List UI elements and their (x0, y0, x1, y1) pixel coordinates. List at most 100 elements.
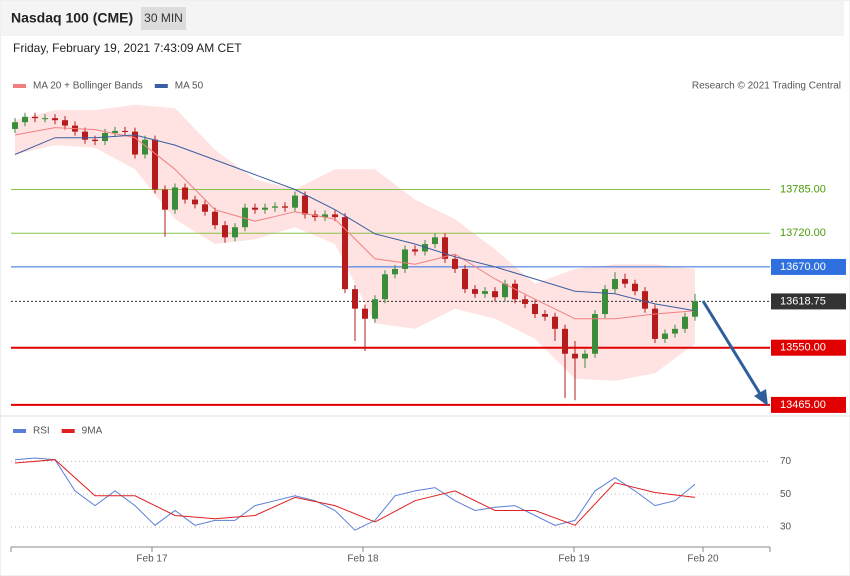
candle-body (672, 328, 678, 334)
candle-body (522, 299, 528, 304)
candle-body (342, 217, 348, 290)
candle-body (452, 258, 458, 269)
y-tick-label: 50 (780, 489, 792, 500)
forecast-arrow (701, 300, 764, 398)
candle-body (472, 289, 478, 294)
level-label: 13670.00 (780, 261, 826, 273)
series-line (14, 127, 696, 320)
legend-swatch (13, 84, 26, 88)
x-tick-label: Feb 19 (558, 554, 590, 565)
candle-body (642, 291, 648, 309)
candle-body (192, 199, 198, 205)
candle-body (482, 291, 488, 294)
candle-body (352, 289, 358, 309)
candle-body (432, 237, 438, 245)
candle-body (532, 303, 538, 315)
level-label: 13550.00 (780, 342, 826, 354)
credit: Research © 2021 Trading Central (692, 81, 841, 92)
candle-body (512, 283, 518, 300)
legend-label: MA 50 (175, 81, 204, 92)
candle-body (112, 130, 118, 133)
candle-body (572, 353, 578, 359)
candle-body (682, 316, 688, 329)
candle-body (622, 279, 628, 284)
candle-body (32, 116, 38, 119)
level-label: 13465.00 (780, 399, 826, 411)
candle-body (442, 237, 448, 259)
candle-body (12, 122, 18, 129)
candle-body (502, 283, 508, 298)
level-box (771, 396, 846, 413)
forecast-arrowhead (754, 389, 768, 406)
interval: 30 MIN (144, 11, 183, 25)
candle-body (292, 195, 298, 208)
candle-body (492, 291, 498, 298)
candle-body (52, 118, 58, 121)
level-box (771, 293, 846, 310)
candle-body (222, 225, 228, 238)
bollinger-band (15, 104, 695, 381)
candle-body (182, 187, 188, 200)
candle-body (262, 207, 268, 210)
candle-body (142, 139, 148, 155)
candle-body (162, 189, 168, 210)
series-line (14, 134, 696, 312)
candle-body (412, 249, 418, 252)
legend-swatch (61, 429, 75, 433)
legend-swatch (154, 84, 168, 88)
candle-body (422, 244, 428, 252)
candle-body (542, 314, 548, 317)
candle-body (362, 308, 368, 319)
candle-body (592, 314, 598, 354)
candle-body (612, 279, 618, 290)
candle-body (552, 316, 558, 329)
candle-body (372, 299, 378, 319)
level-label: 13785.00 (780, 183, 826, 195)
x-tick-label: Feb 20 (687, 554, 719, 565)
candle-body (582, 353, 588, 359)
candle-body (602, 289, 608, 315)
interval-box (141, 7, 186, 30)
title: Nasdaq 100 (CME) (11, 10, 133, 26)
candle-body (462, 268, 468, 290)
candle-body (652, 308, 658, 339)
candle-body (132, 131, 138, 155)
level-label: 13618.75 (780, 295, 826, 307)
y-tick-label: 70 (780, 456, 792, 467)
legend-label: MA 20 + Bollinger Bands (33, 81, 143, 92)
y-tick-label: 30 (780, 522, 792, 533)
candle-body (562, 328, 568, 354)
candle-body (232, 227, 238, 238)
series-line (14, 459, 696, 526)
candle-body (242, 207, 248, 228)
candle-body (402, 249, 408, 269)
legend-label: RSI (33, 426, 50, 437)
candle-body (382, 274, 388, 300)
candle-body (82, 131, 88, 140)
x-tick-label: Feb 18 (347, 554, 379, 565)
candle-body (172, 187, 178, 210)
date: Friday, February 19, 2021 7:43:09 AM CET (13, 41, 242, 55)
legend-swatch (13, 429, 26, 433)
candle-body (62, 120, 68, 126)
candle-body (692, 301, 698, 317)
series-line (14, 457, 696, 531)
candle-body (332, 214, 338, 218)
level-box (771, 258, 846, 275)
candle-body (22, 116, 28, 123)
candle-body (632, 283, 638, 292)
candle-body (282, 206, 288, 208)
candle-body (302, 195, 308, 215)
legend-label: 9MA (82, 426, 103, 437)
candle-body (392, 268, 398, 275)
candle-body (272, 206, 278, 208)
candle-body (122, 130, 128, 132)
level-label: 13720.00 (780, 227, 826, 239)
candle-body (662, 333, 668, 339)
candle-body (252, 207, 258, 210)
candle-body (152, 139, 158, 190)
candle-body (202, 204, 208, 212)
candle-body (212, 211, 218, 226)
candle-body (92, 139, 98, 142)
candle-body (322, 214, 328, 218)
